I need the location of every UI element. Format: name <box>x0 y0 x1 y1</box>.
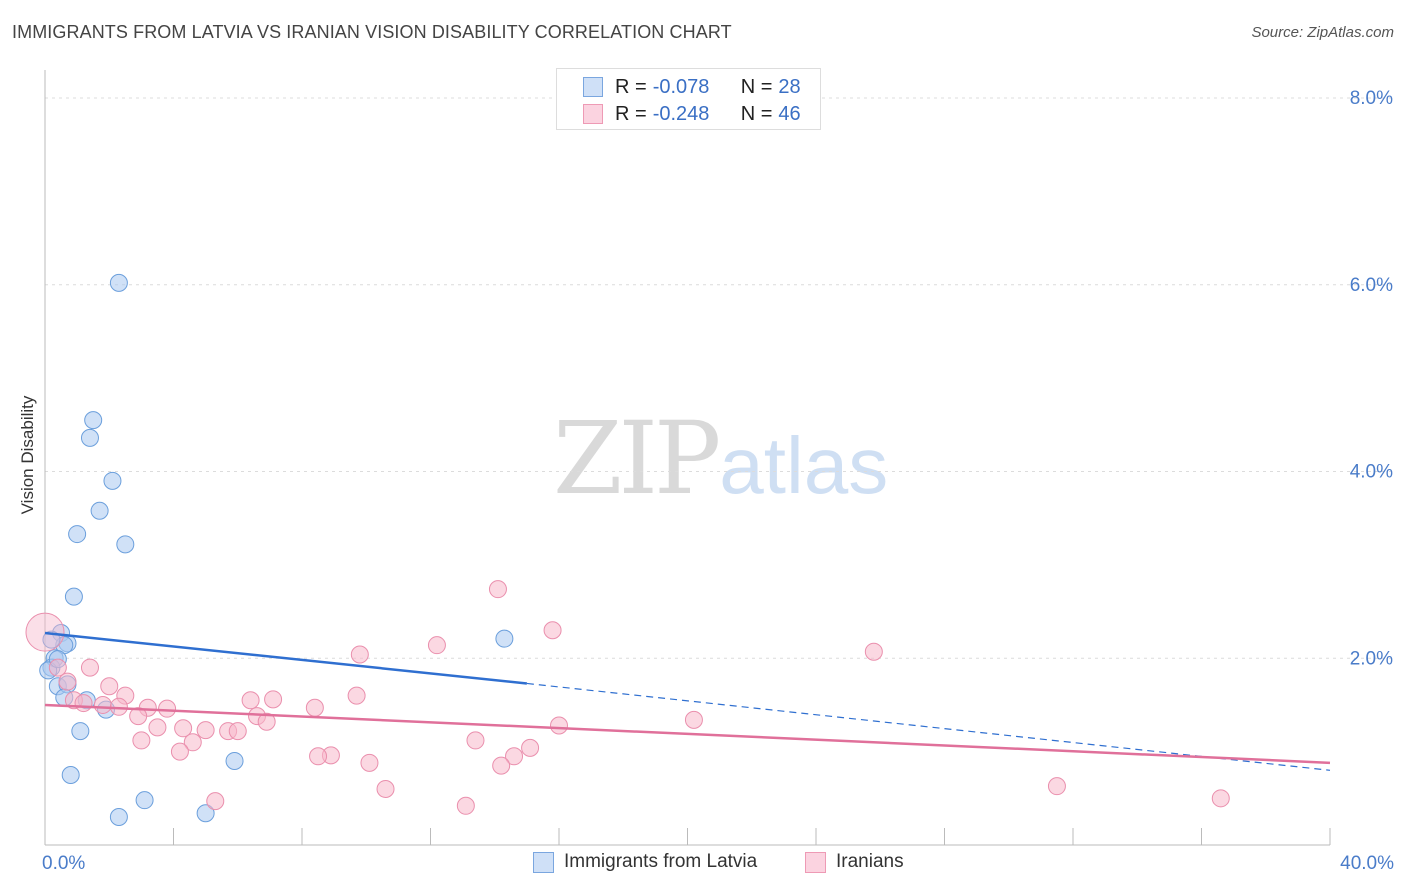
point-iranians <box>360 753 379 772</box>
point-latvia <box>84 411 103 430</box>
point-iranians <box>148 718 167 737</box>
point-latvia <box>71 722 90 741</box>
legend-row-latvia: R = -0.078 N = 28 <box>583 74 801 100</box>
legend-swatch-latvia <box>583 77 603 97</box>
series-legend: Immigrants from Latvia Iranians <box>0 851 1406 877</box>
point-iranians <box>466 731 485 750</box>
point-iranians <box>257 712 276 731</box>
point-iranians <box>74 694 93 713</box>
point-latvia <box>90 501 109 520</box>
point-latvia <box>135 791 154 810</box>
point-iranians <box>492 756 511 775</box>
point-iranians <box>488 580 507 599</box>
watermark: ZIPatlas <box>553 400 888 517</box>
watermark-atlas: atlas <box>719 421 889 510</box>
point-iranians <box>158 699 177 718</box>
point-latvia <box>61 765 80 784</box>
legend-r-label: R = <box>615 75 647 98</box>
y-tick-label: 4.0% <box>1350 462 1393 483</box>
series-legend-latvia: Immigrants from Latvia <box>533 851 757 873</box>
legend-r-value: -0.248 <box>652 102 710 125</box>
point-iranians <box>347 686 366 705</box>
point-iranians <box>58 672 77 691</box>
grid-lines <box>45 97 1395 659</box>
point-latvia <box>103 471 122 490</box>
series-swatch-iranians <box>805 851 826 873</box>
trend-line-iranians <box>44 703 1331 765</box>
axes <box>44 70 1331 846</box>
point-latvia <box>64 587 83 606</box>
chart-title: IMMIGRANTS FROM LATVIA VS IRANIAN VISION… <box>12 22 732 42</box>
series-label-iranians: Iranians <box>836 851 904 872</box>
point-iranians <box>132 731 151 750</box>
point-iranians <box>264 690 283 709</box>
point-iranians <box>376 779 395 798</box>
legend-n-value: 28 <box>778 75 801 98</box>
point-iranians <box>48 658 67 677</box>
trend-line-latvia <box>44 631 528 685</box>
point-iranians <box>305 698 324 717</box>
point-iranians <box>550 716 568 735</box>
source-credit: Source: ZipAtlas.com <box>1251 24 1394 41</box>
legend-n-label: N = <box>740 102 773 125</box>
watermark-zip: ZIP <box>553 400 721 517</box>
x-tick-label: 40.0% <box>1340 853 1394 874</box>
y-tick-label: 2.0% <box>1350 648 1393 669</box>
series-label-latvia: Immigrants from Latvia <box>564 851 758 872</box>
x-tick-labels: 0.0% 40.0% <box>42 853 1394 874</box>
point-latvia <box>196 804 215 823</box>
point-iranians <box>206 792 225 811</box>
point-latvia <box>495 629 514 648</box>
y-tick-labels: 2.0% 4.0% 6.0% 8.0% <box>1350 88 1393 669</box>
point-iranians <box>183 733 202 752</box>
point-iranians <box>228 722 247 741</box>
legend-swatch-iranians <box>583 104 603 124</box>
point-latvia <box>109 807 128 826</box>
point-iranians <box>170 742 189 761</box>
series-swatch-latvia <box>533 851 554 873</box>
point-latvia <box>109 273 128 292</box>
point-latvia <box>225 751 244 770</box>
point-iranians <box>864 642 883 661</box>
point-iranians <box>1047 777 1066 796</box>
series-legend-iranians: Iranians <box>805 851 904 873</box>
point-iranians <box>1211 789 1230 808</box>
point-iranians <box>129 707 148 726</box>
correlation-legend: R = -0.078 N = 28 R = -0.248 N = 46 <box>556 68 821 130</box>
legend-n-value: 46 <box>778 102 801 125</box>
legend-row-iranians: R = -0.248 N = 46 <box>583 101 801 127</box>
point-iranians <box>350 645 369 664</box>
point-iranians <box>241 691 260 710</box>
point-iranians <box>100 677 119 696</box>
point-iranians <box>684 710 703 729</box>
x-tick-label: 0.0% <box>42 853 85 874</box>
point-iranians <box>505 747 524 766</box>
data-points <box>25 273 1230 826</box>
point-iranians <box>174 719 193 738</box>
point-iranians <box>25 612 65 652</box>
point-latvia <box>68 525 87 544</box>
legend-r-value: -0.078 <box>652 75 710 98</box>
point-iranians <box>427 636 446 655</box>
legend-r-label: R = <box>615 102 647 125</box>
point-iranians <box>521 738 540 757</box>
point-latvia <box>116 535 135 554</box>
point-iranians <box>196 721 215 740</box>
point-iranians <box>309 747 328 766</box>
point-iranians <box>80 658 99 677</box>
point-iranians <box>456 796 475 815</box>
y-tick-label: 8.0% <box>1350 88 1393 109</box>
legend-n-label: N = <box>740 75 773 98</box>
point-latvia <box>80 428 99 447</box>
trend-lines <box>44 631 1331 771</box>
y-tick-label: 6.0% <box>1350 275 1393 296</box>
point-iranians <box>543 621 562 640</box>
point-iranians <box>93 695 112 714</box>
